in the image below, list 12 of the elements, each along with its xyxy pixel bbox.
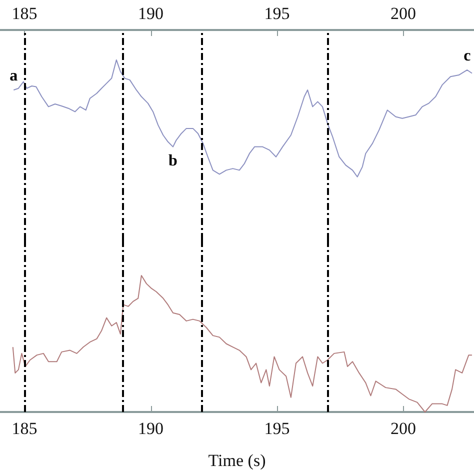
x-axis-title: Time (s) <box>208 451 266 470</box>
x-tick-label: 185 <box>12 419 38 438</box>
x-tick-label: 185 <box>12 4 38 23</box>
x-tick-label: 200 <box>390 419 416 438</box>
x-tick-label: 195 <box>264 4 290 23</box>
x-tick-label: 190 <box>138 4 164 23</box>
x-tick-label: 200 <box>390 4 416 23</box>
annotation: b <box>168 152 178 170</box>
x-tick-label: 190 <box>138 419 164 438</box>
annotation: c <box>464 47 471 64</box>
x-tick-label: 195 <box>264 419 290 438</box>
annotation: a <box>10 67 18 84</box>
